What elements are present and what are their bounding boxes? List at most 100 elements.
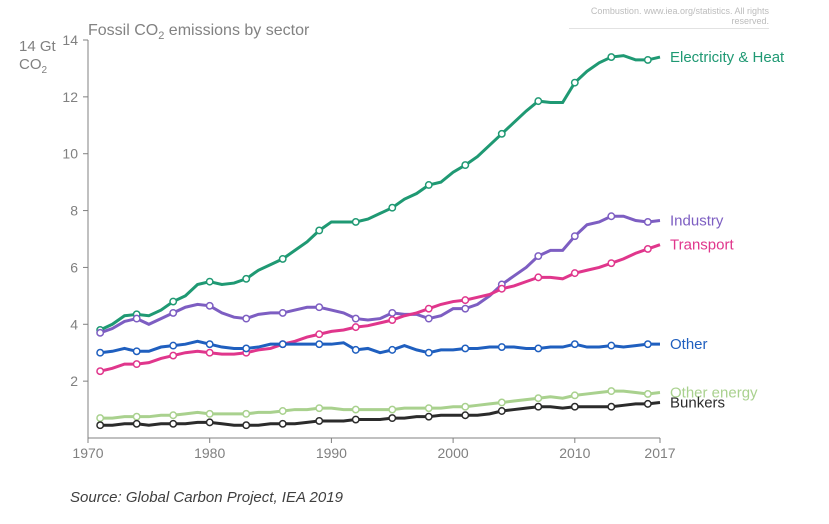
- marker-other-energy: [280, 408, 286, 414]
- marker-other: [243, 345, 249, 351]
- marker-bunkers: [645, 401, 651, 407]
- marker-other-energy: [535, 395, 541, 401]
- marker-other-energy: [97, 415, 103, 421]
- x-tick-label: 2017: [644, 445, 675, 461]
- marker-other-energy: [353, 406, 359, 412]
- marker-other: [608, 342, 614, 348]
- marker-other-energy: [207, 411, 213, 417]
- marker-other-energy: [645, 391, 651, 397]
- marker-other: [645, 341, 651, 347]
- marker-other-energy: [316, 405, 322, 411]
- marker-electricity-heat: [243, 276, 249, 282]
- marker-electricity-heat: [645, 57, 651, 63]
- y-tick-label: 2: [70, 373, 78, 389]
- marker-bunkers: [243, 422, 249, 428]
- marker-other-energy: [608, 388, 614, 394]
- marker-bunkers: [316, 418, 322, 424]
- series-electricity-heat: [100, 56, 660, 330]
- marker-bunkers: [133, 421, 139, 427]
- marker-electricity-heat: [389, 205, 395, 211]
- marker-other: [426, 350, 432, 356]
- marker-other: [535, 345, 541, 351]
- marker-other-energy: [499, 399, 505, 405]
- marker-other: [97, 350, 103, 356]
- marker-industry: [608, 213, 614, 219]
- marker-other: [133, 348, 139, 354]
- marker-electricity-heat: [280, 256, 286, 262]
- marker-other-energy: [389, 406, 395, 412]
- marker-electricity-heat: [207, 278, 213, 284]
- marker-other: [316, 341, 322, 347]
- marker-industry: [645, 219, 651, 225]
- marker-electricity-heat: [353, 219, 359, 225]
- series-label-bunkers: Bunkers: [670, 394, 725, 411]
- marker-other: [389, 347, 395, 353]
- marker-other: [353, 347, 359, 353]
- marker-industry: [280, 310, 286, 316]
- marker-other: [170, 342, 176, 348]
- marker-industry: [426, 315, 432, 321]
- marker-transport: [426, 305, 432, 311]
- y-tick-label: 14: [62, 32, 78, 48]
- marker-electricity-heat: [316, 227, 322, 233]
- marker-other: [499, 344, 505, 350]
- marker-bunkers: [572, 404, 578, 410]
- chart-frame: Combustion. www.iea.org/statistics. All …: [0, 0, 829, 524]
- x-tick-label: 1990: [316, 445, 347, 461]
- series-label-electricity-heat: Electricity & Heat: [670, 49, 785, 66]
- marker-transport: [462, 297, 468, 303]
- marker-transport: [207, 350, 213, 356]
- marker-transport: [97, 368, 103, 374]
- marker-bunkers: [535, 404, 541, 410]
- chart-svg: 2468101214197019801990200020102017Electr…: [0, 0, 829, 470]
- marker-other-energy: [243, 411, 249, 417]
- marker-electricity-heat: [426, 182, 432, 188]
- series-label-transport: Transport: [670, 237, 734, 254]
- marker-industry: [316, 304, 322, 310]
- marker-electricity-heat: [535, 98, 541, 104]
- source-caption: Source: Global Carbon Project, IEA 2019: [70, 489, 343, 506]
- marker-industry: [462, 305, 468, 311]
- marker-transport: [133, 361, 139, 367]
- marker-transport: [499, 286, 505, 292]
- marker-transport: [645, 246, 651, 252]
- marker-industry: [97, 330, 103, 336]
- y-tick-label: 12: [62, 89, 78, 105]
- marker-industry: [243, 315, 249, 321]
- marker-bunkers: [207, 419, 213, 425]
- x-tick-label: 1970: [72, 445, 103, 461]
- marker-transport: [535, 274, 541, 280]
- marker-other: [462, 345, 468, 351]
- marker-electricity-heat: [572, 79, 578, 85]
- marker-industry: [207, 303, 213, 309]
- marker-industry: [133, 315, 139, 321]
- marker-other: [280, 341, 286, 347]
- marker-bunkers: [608, 404, 614, 410]
- marker-bunkers: [499, 408, 505, 414]
- series-label-industry: Industry: [670, 213, 724, 230]
- x-tick-label: 2000: [438, 445, 469, 461]
- marker-electricity-heat: [462, 162, 468, 168]
- marker-other-energy: [462, 404, 468, 410]
- marker-other-energy: [426, 405, 432, 411]
- marker-other-energy: [133, 413, 139, 419]
- y-tick-label: 6: [70, 259, 78, 275]
- marker-industry: [170, 310, 176, 316]
- marker-other-energy: [170, 412, 176, 418]
- marker-transport: [316, 331, 322, 337]
- marker-industry: [572, 233, 578, 239]
- marker-bunkers: [389, 415, 395, 421]
- x-tick-label: 1980: [194, 445, 225, 461]
- y-tick-label: 4: [70, 316, 78, 332]
- series-label-other: Other: [670, 336, 708, 353]
- marker-transport: [353, 324, 359, 330]
- marker-transport: [572, 270, 578, 276]
- marker-bunkers: [462, 412, 468, 418]
- marker-transport: [170, 352, 176, 358]
- marker-industry: [535, 253, 541, 259]
- y-tick-label: 8: [70, 203, 78, 219]
- marker-bunkers: [170, 421, 176, 427]
- marker-bunkers: [97, 422, 103, 428]
- marker-electricity-heat: [499, 131, 505, 137]
- marker-other-energy: [572, 392, 578, 398]
